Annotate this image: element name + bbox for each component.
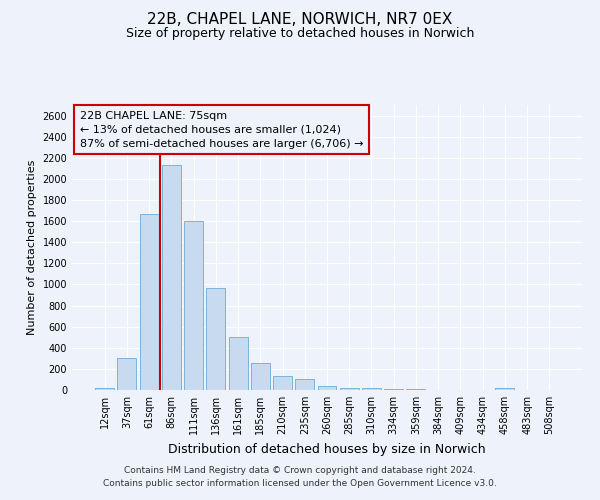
Text: Contains HM Land Registry data © Crown copyright and database right 2024.
Contai: Contains HM Land Registry data © Crown c… <box>103 466 497 487</box>
Text: 22B CHAPEL LANE: 75sqm
← 13% of detached houses are smaller (1,024)
87% of semi-: 22B CHAPEL LANE: 75sqm ← 13% of detached… <box>80 110 363 148</box>
Bar <box>206 288 225 390</box>
Text: 22B, CHAPEL LANE, NORWICH, NR7 0EX: 22B, CHAPEL LANE, NORWICH, NR7 0EX <box>148 12 452 28</box>
Bar <box>251 363 270 390</box>
Text: Size of property relative to detached houses in Norwich: Size of property relative to detached ho… <box>126 28 474 40</box>
Bar <box>317 386 337 390</box>
Bar <box>140 214 158 390</box>
Bar <box>184 221 203 390</box>
Bar <box>362 388 381 390</box>
Bar <box>95 388 114 390</box>
Bar <box>118 358 136 390</box>
Bar <box>295 380 314 390</box>
Bar <box>273 376 292 390</box>
Bar <box>340 388 359 390</box>
X-axis label: Distribution of detached houses by size in Norwich: Distribution of detached houses by size … <box>168 442 486 456</box>
Bar <box>229 336 248 390</box>
Bar <box>496 388 514 390</box>
Y-axis label: Number of detached properties: Number of detached properties <box>27 160 37 335</box>
Bar <box>162 165 181 390</box>
